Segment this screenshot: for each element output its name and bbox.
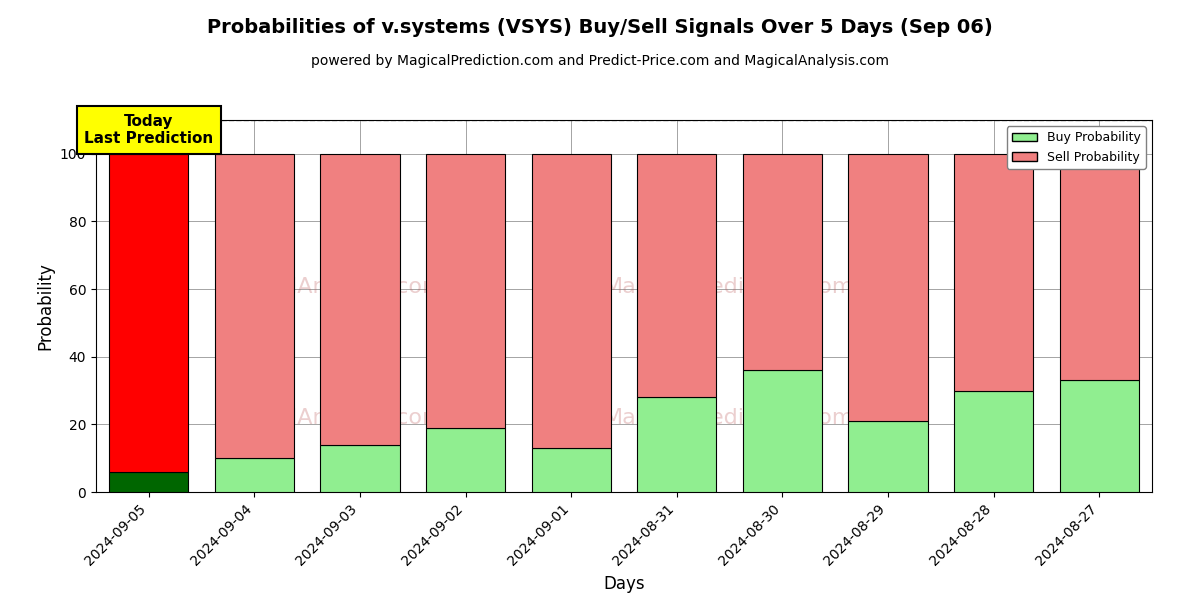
- Bar: [848, 421, 928, 492]
- Bar: [320, 154, 400, 445]
- Text: MagicalAnalysis.com: MagicalAnalysis.com: [212, 407, 444, 428]
- Bar: [109, 154, 188, 472]
- Bar: [1060, 380, 1139, 492]
- X-axis label: Days: Days: [604, 575, 644, 593]
- Text: Today
Last Prediction: Today Last Prediction: [84, 114, 214, 146]
- Bar: [743, 370, 822, 492]
- Text: MagicalPrediction.com: MagicalPrediction.com: [605, 407, 854, 428]
- Bar: [426, 428, 505, 492]
- Bar: [215, 154, 294, 458]
- Bar: [637, 154, 716, 397]
- Bar: [743, 154, 822, 370]
- Text: MagicalAnalysis.com: MagicalAnalysis.com: [212, 277, 444, 298]
- Bar: [637, 397, 716, 492]
- Bar: [532, 448, 611, 492]
- Bar: [954, 391, 1033, 492]
- Bar: [954, 154, 1033, 391]
- Bar: [320, 445, 400, 492]
- Bar: [215, 458, 294, 492]
- Bar: [532, 154, 611, 448]
- Bar: [1060, 154, 1139, 380]
- Bar: [848, 154, 928, 421]
- Y-axis label: Probability: Probability: [36, 262, 54, 350]
- Legend: Buy Probability, Sell Probability: Buy Probability, Sell Probability: [1007, 126, 1146, 169]
- Bar: [426, 154, 505, 428]
- Text: powered by MagicalPrediction.com and Predict-Price.com and MagicalAnalysis.com: powered by MagicalPrediction.com and Pre…: [311, 54, 889, 68]
- Text: MagicalPrediction.com: MagicalPrediction.com: [605, 277, 854, 298]
- Bar: [109, 472, 188, 492]
- Text: Probabilities of v.systems (VSYS) Buy/Sell Signals Over 5 Days (Sep 06): Probabilities of v.systems (VSYS) Buy/Se…: [208, 18, 992, 37]
